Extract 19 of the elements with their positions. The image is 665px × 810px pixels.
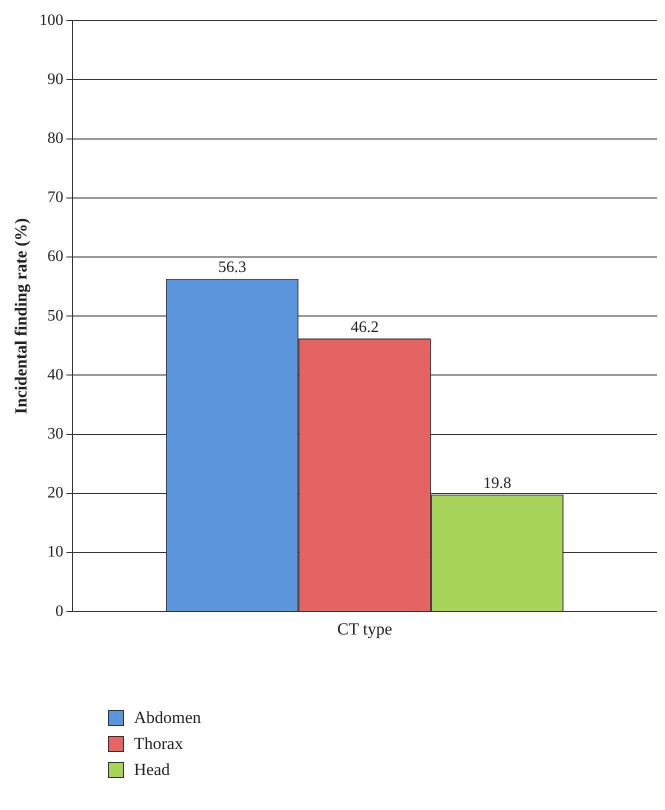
y-tick-label: 60 [47, 248, 64, 266]
y-tick-label: 50 [47, 307, 64, 324]
x-tick-label: CT type [337, 619, 392, 638]
legend-label: Thorax [134, 734, 184, 754]
y-tick-label: 90 [47, 70, 64, 88]
y-axis-title: Incidental finding rate (%) [12, 218, 31, 414]
y-tick-label: 30 [47, 426, 64, 443]
y-tick-label: 80 [47, 130, 64, 148]
y-tick-label: 40 [47, 366, 64, 384]
data-label: 56.3 [218, 259, 246, 276]
y-tick-label: 10 [47, 544, 64, 561]
legend-label: Abdomen [134, 708, 202, 728]
data-label: 46.2 [350, 318, 379, 336]
legend-label: Head [134, 760, 170, 780]
data-label: 19.8 [483, 474, 512, 492]
y-tick-label: 100 [39, 12, 64, 29]
y-tick-label: 0 [55, 602, 64, 620]
y-tick-label: 70 [47, 189, 64, 206]
y-tick-label: 20 [47, 484, 64, 502]
